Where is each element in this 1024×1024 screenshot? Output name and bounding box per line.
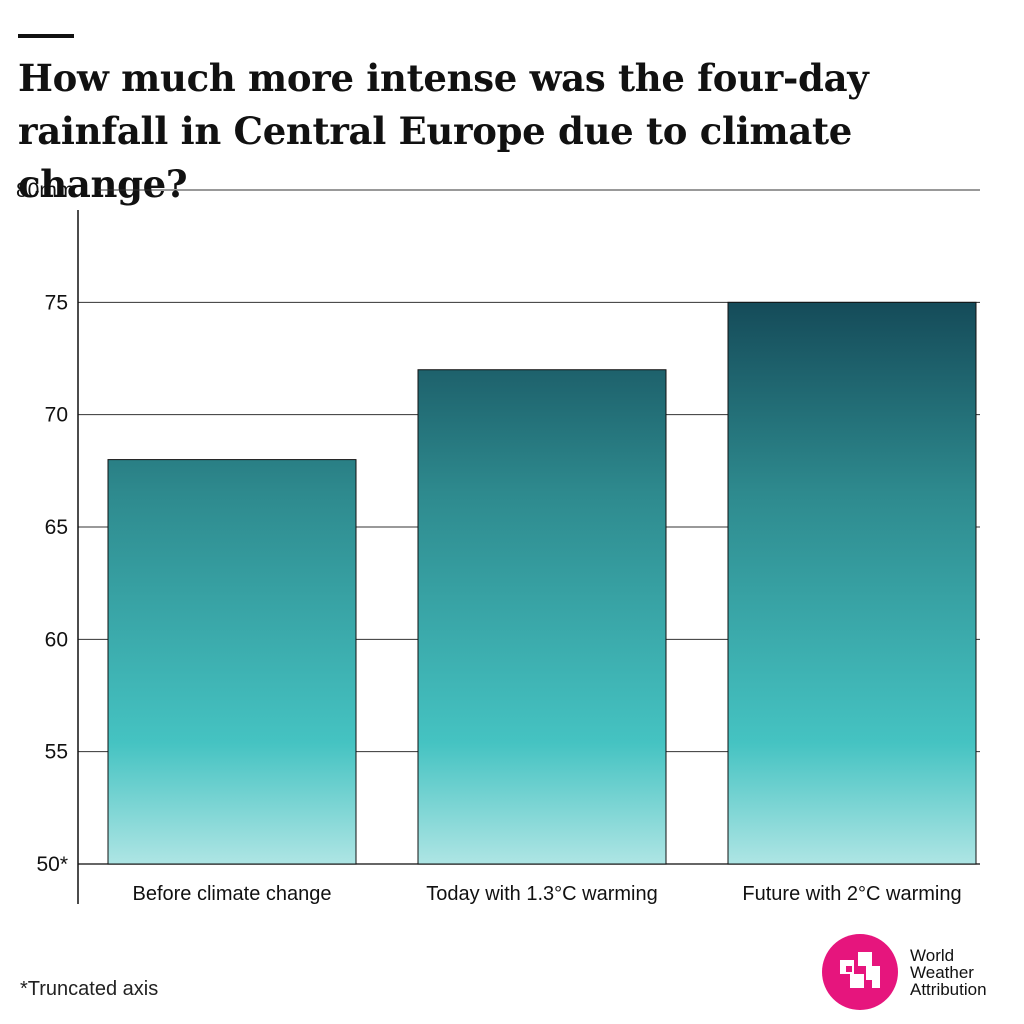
x-tick-label: Today with 1.3°C warming (426, 883, 657, 905)
y-tick-label: 75 (45, 291, 68, 314)
brand-line-3: Attribution (910, 979, 987, 999)
bar-1 (107, 459, 357, 865)
bar-2 (417, 369, 667, 865)
brand-name: World Weather Attribution (910, 947, 987, 998)
wwa-logo-icon (822, 934, 898, 1010)
y-tick-label: 50* (36, 853, 68, 876)
bar-chart: 50* 55 60 65 70 75 80mm Before climate change To… (16, 179, 980, 905)
y-tick-label: 80mm (16, 179, 74, 202)
brand-logo: World Weather Attribution (822, 934, 987, 1010)
truncated-axis-footnote: *Truncated axis (20, 978, 159, 1000)
x-tick-label: Before climate change (132, 883, 331, 905)
chart-title: How much more intense was the four-day r… (18, 56, 869, 206)
bars (107, 301, 977, 865)
x-tick-label: Future with 2°C warming (742, 883, 961, 905)
y-tick-label: 70 (45, 404, 68, 427)
title-accent-rule (18, 34, 74, 38)
y-tick-label: 55 (45, 741, 68, 764)
labels: 50* 55 60 65 70 75 80mm Before climate change To… (16, 179, 962, 905)
bar-3 (727, 301, 977, 865)
brand-line-1: World (910, 945, 955, 965)
y-tick-label: 65 (45, 516, 68, 539)
brand-line-2: Weather (910, 962, 974, 982)
y-tick-label: 60 (45, 628, 68, 651)
